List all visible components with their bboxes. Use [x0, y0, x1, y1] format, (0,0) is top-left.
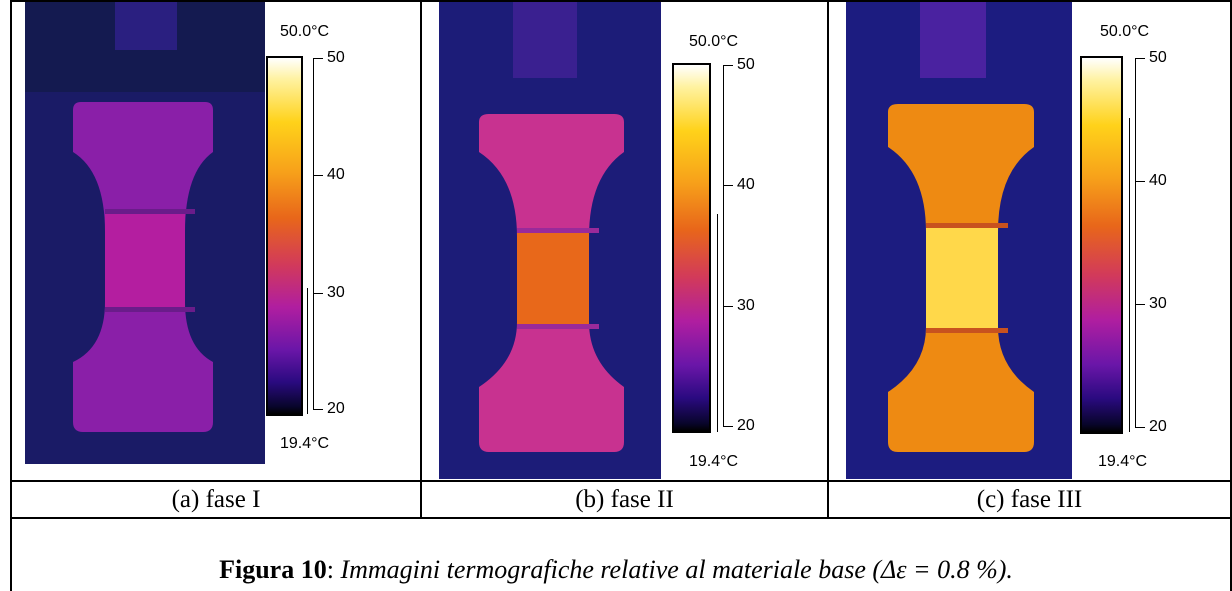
- colorbar-gradient: [266, 56, 303, 416]
- thermocouple-band: [926, 328, 1008, 333]
- tick-major: [1135, 427, 1145, 428]
- range-bracket: [307, 288, 308, 414]
- table-border-left: [10, 0, 12, 591]
- top-tab: [920, 2, 986, 78]
- min-temp-label: 19.4°C: [280, 435, 330, 452]
- figure-caption-separator: :: [326, 555, 341, 584]
- colorbar-gradient: [1080, 56, 1123, 434]
- thermocouple-band: [517, 324, 599, 329]
- tick-label: 40: [737, 176, 755, 193]
- caption-a: (a) fase I: [171, 486, 261, 513]
- thermocouple-band: [105, 307, 195, 312]
- min-temp-label: 19.4°C: [1098, 453, 1148, 470]
- tick-major: [723, 185, 733, 186]
- caption-c: (c) fase III: [976, 486, 1083, 513]
- thermocouple-band: [517, 228, 599, 233]
- tick-major: [313, 409, 323, 410]
- table-border-right: [1230, 0, 1232, 591]
- tick-major: [1135, 304, 1145, 305]
- tick-label: 20: [1149, 418, 1167, 435]
- tick-major: [1135, 58, 1145, 59]
- table-row-divider: [10, 517, 1232, 519]
- range-bracket: [717, 214, 718, 432]
- tick-major: [313, 293, 323, 294]
- tick-label: 30: [737, 297, 755, 314]
- colorbar-axis: [723, 65, 724, 427]
- table-column-divider: [420, 0, 422, 519]
- figure-caption-text: Immagini termografiche relative al mater…: [340, 555, 1013, 584]
- thermocouple-band: [926, 223, 1008, 228]
- tick-major: [723, 306, 733, 307]
- colorbar-c: 50.0°C 50 40 30 20 19.4°C: [1072, 2, 1227, 479]
- tick-label: 40: [1149, 172, 1167, 189]
- colorbar-gradient: [672, 63, 711, 433]
- tick-label: 30: [327, 284, 345, 301]
- tick-major: [313, 58, 323, 59]
- tick-label: 20: [327, 400, 345, 417]
- min-temp-label: 19.4°C: [689, 453, 739, 470]
- tick-major: [723, 426, 733, 427]
- tick-major: [1135, 181, 1145, 182]
- thermocouple-band: [105, 209, 195, 214]
- panel-a: 50.0°C 50 40 30 20 19.4°C: [12, 2, 420, 479]
- tick-major: [723, 65, 733, 66]
- range-bracket: [1129, 118, 1130, 432]
- table-border-top: [10, 0, 1232, 2]
- specimen-center: [105, 212, 185, 312]
- panel-c: 50.0°C 50 40 30 20 19.4°C: [829, 2, 1230, 479]
- specimen-center: [517, 232, 589, 327]
- table-row-divider: [10, 480, 1232, 482]
- figure-caption: Figura 10: Immagini termografiche relati…: [0, 555, 1232, 585]
- tick-major: [313, 175, 323, 176]
- colorbar-axis: [313, 58, 314, 410]
- colorbar-a: 50.0°C 50 40 30 20 19.4°C: [260, 2, 410, 479]
- max-temp-label: 50.0°C: [1100, 23, 1150, 40]
- colorbar-b: 50.0°C 50 40 30 20 19.4°C: [661, 2, 821, 479]
- top-tab: [115, 2, 177, 50]
- table-column-divider: [827, 0, 829, 519]
- max-temp-label: 50.0°C: [689, 33, 739, 50]
- tick-label: 40: [327, 166, 345, 183]
- tick-label: 50: [327, 49, 345, 66]
- tick-label: 30: [1149, 295, 1167, 312]
- max-temp-label: 50.0°C: [280, 23, 330, 40]
- tick-label: 20: [737, 417, 755, 434]
- specimen-center: [926, 227, 998, 332]
- tick-label: 50: [737, 56, 755, 73]
- top-tab: [513, 2, 577, 78]
- tick-label: 50: [1149, 49, 1167, 66]
- caption-b: (b) fase II: [575, 486, 674, 513]
- figure-label: Figura 10: [219, 555, 327, 584]
- thermal-image-c: [846, 2, 1072, 479]
- panel-b: 50.0°C 50 40 30 20 19.4°C: [422, 2, 827, 479]
- thermal-image-b: [439, 2, 661, 479]
- colorbar-axis: [1135, 58, 1136, 428]
- thermal-image-a: [25, 2, 265, 464]
